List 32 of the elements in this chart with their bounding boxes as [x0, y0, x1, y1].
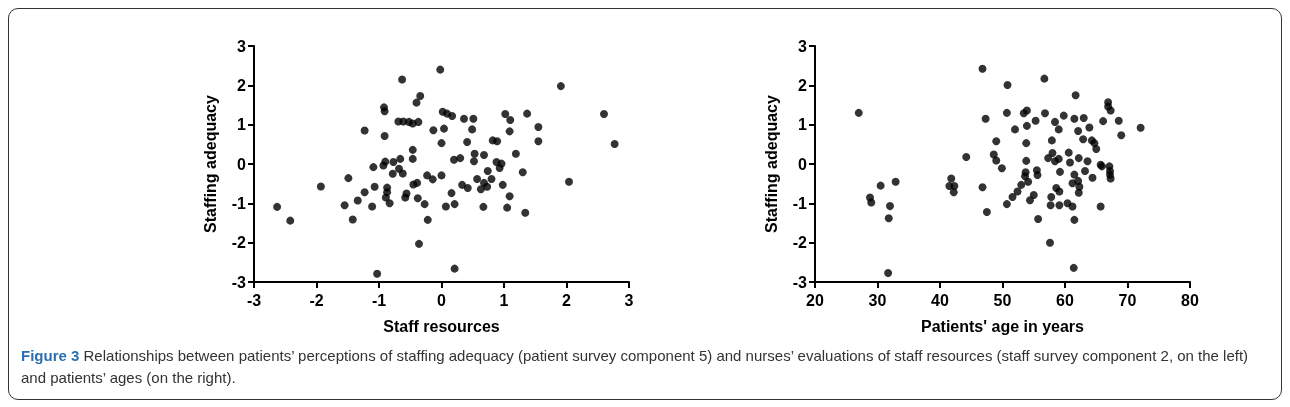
x-tick-label: 30: [868, 291, 887, 309]
x-tick-label: 20: [806, 291, 824, 309]
caption: Figure 3 Relationships between patients’ perceptions of staffing adequacy (patient survey component 5) and nurses’ evaluations of staff resources (staff survey component 2, on the left) and patients’ ages (on the right).: [21, 347, 1249, 386]
y-tick-label: 0: [237, 155, 247, 173]
x-tick-label: 50: [993, 291, 1012, 309]
x-tick-label: 2: [562, 291, 572, 309]
y-tick-label: 0: [798, 155, 808, 173]
x-tick-label: 1: [499, 291, 509, 309]
y-tick-label: -3: [792, 273, 808, 291]
x-tick-label: 0: [437, 291, 447, 309]
x-tick-label: 70: [1118, 291, 1137, 309]
x-tick-label: -2: [309, 291, 324, 309]
x-tick-label: 3: [624, 291, 634, 309]
y-tick-label: -2: [231, 234, 247, 252]
y-tick-label: 3: [237, 37, 247, 55]
y-tick-label: 2: [798, 76, 808, 94]
y-axis-title: Staffing adequacy: [762, 95, 780, 233]
y-tick-label: 3: [798, 37, 808, 55]
y-tick-label: -2: [792, 234, 808, 252]
x-tick-label: 40: [931, 291, 949, 309]
y-tick-label: -3: [231, 273, 247, 291]
x-tick-label: 60: [1056, 291, 1074, 309]
x-axis-title: Patients' age in years: [921, 317, 1085, 335]
y-tick-label: -1: [231, 194, 247, 212]
y-tick-label: 1: [237, 116, 247, 134]
x-axis-title: Staff resources: [383, 317, 500, 335]
y-tick-label: -1: [792, 194, 808, 212]
y-tick-label: 2: [237, 76, 247, 94]
y-axis-title: Staffing adequacy: [201, 95, 219, 233]
x-tick-label: 80: [1181, 291, 1199, 309]
y-tick-label: 1: [798, 116, 808, 134]
x-tick-label: -1: [371, 291, 387, 309]
